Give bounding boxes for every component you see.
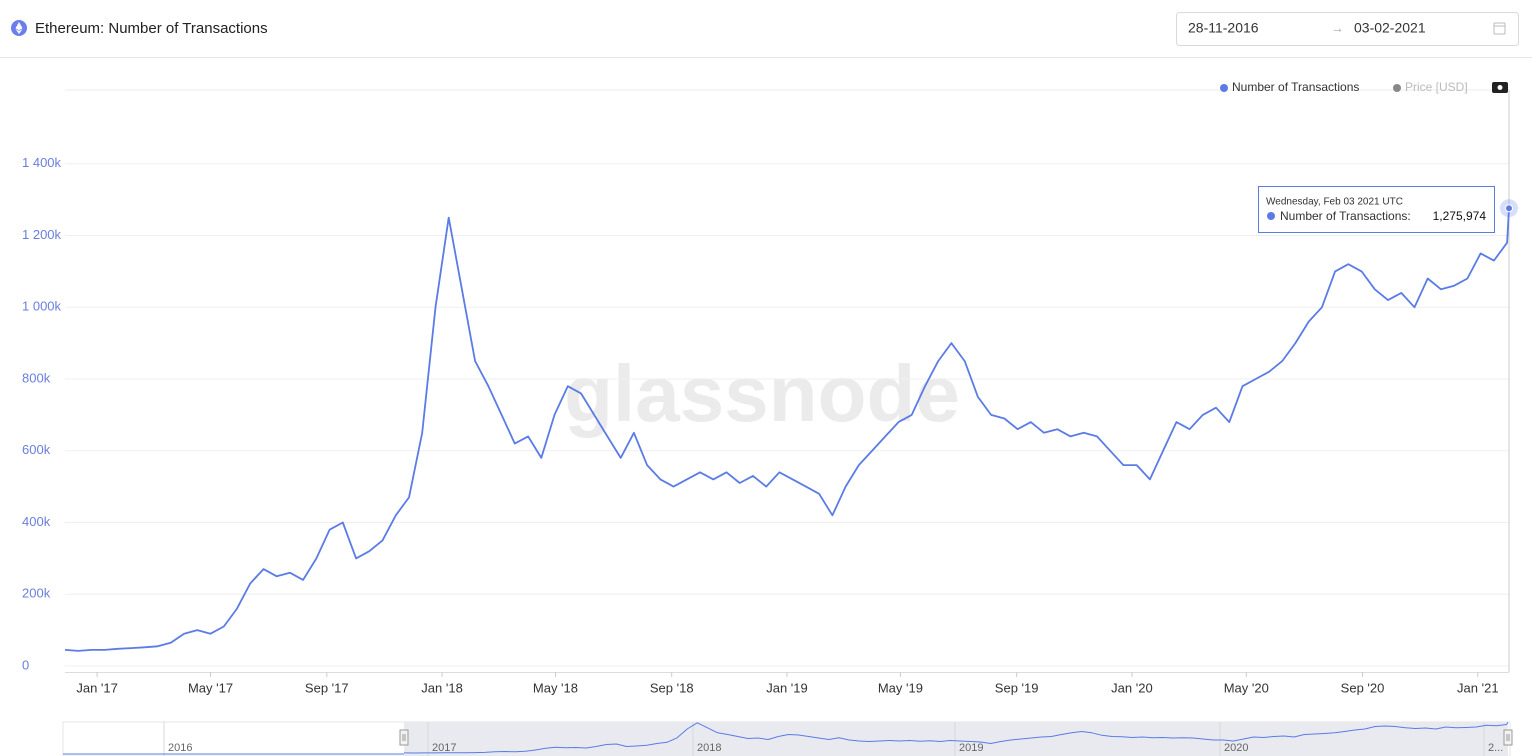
x-tick-label: Sep '17: [305, 680, 349, 695]
x-tick-label: Jan '18: [421, 680, 463, 695]
series-line: [64, 208, 1510, 652]
navigator-label: 2016: [168, 742, 192, 754]
navigator-line: [403, 721, 1509, 754]
x-tick-label: Sep '20: [1341, 680, 1385, 695]
tooltip-date: Wednesday, Feb 03 2021 UTC: [1266, 197, 1403, 208]
tooltip-value: 1,275,974: [1433, 209, 1487, 223]
camera-lens: [1497, 85, 1503, 90]
x-tick-label: Jan '17: [76, 680, 118, 695]
x-tick-label: May '19: [878, 680, 923, 695]
eth-glyph: [15, 22, 23, 34]
legend-label[interactable]: Price [USD]: [1405, 80, 1468, 94]
navigator-handle-right[interactable]: [1503, 729, 1513, 746]
date-to[interactable]: 03-02-2021: [1354, 20, 1426, 36]
y-tick-label: 1 000k: [22, 299, 62, 314]
range-arrow: →: [1331, 20, 1344, 35]
x-tick-label: May '18: [533, 680, 578, 695]
navigator-label: 2017: [432, 742, 456, 754]
y-tick-label: 1 400k: [22, 155, 62, 170]
x-tick-label: Jan '20: [1111, 680, 1153, 695]
y-tick-label: 1 200k: [22, 227, 62, 242]
date-range-picker[interactable]: [1176, 12, 1519, 46]
y-tick-label: 400k: [22, 514, 51, 529]
x-tick-label: Jan '19: [766, 680, 808, 695]
y-tick-label: 800k: [22, 370, 51, 385]
navigator-label: 2019: [959, 742, 983, 754]
tooltip-marker: [1267, 212, 1275, 220]
navigator-label: 2018: [697, 742, 721, 754]
x-tick-label: Jan '21: [1457, 680, 1499, 695]
hover-point: [1505, 204, 1513, 213]
x-tick-label: May '20: [1224, 680, 1269, 695]
date-from[interactable]: 28-11-2016: [1188, 20, 1259, 36]
navigator-label: 2...: [1488, 742, 1503, 754]
navigator-handle-left[interactable]: [399, 729, 409, 746]
legend-label[interactable]: Number of Transactions: [1232, 80, 1359, 94]
watermark: glassnode: [564, 349, 960, 438]
legend-marker: [1220, 84, 1228, 92]
navigator-label: 2020: [1224, 742, 1248, 754]
y-tick-label: 600k: [22, 442, 51, 457]
navigator-selection: [404, 722, 1508, 756]
tooltip-box: [1258, 186, 1495, 233]
title: Ethereum: Number of Transactions: [35, 20, 268, 37]
y-tick-label: 200k: [22, 586, 51, 601]
x-tick-label: Sep '19: [995, 680, 1039, 695]
legend-marker: [1393, 84, 1401, 92]
x-tick-label: Sep '18: [650, 680, 694, 695]
y-tick-label: 0: [22, 657, 29, 672]
tooltip-label: Number of Transactions:: [1280, 209, 1411, 223]
calendar-icon[interactable]: [1493, 22, 1506, 35]
x-tick-label: May '17: [188, 680, 233, 695]
